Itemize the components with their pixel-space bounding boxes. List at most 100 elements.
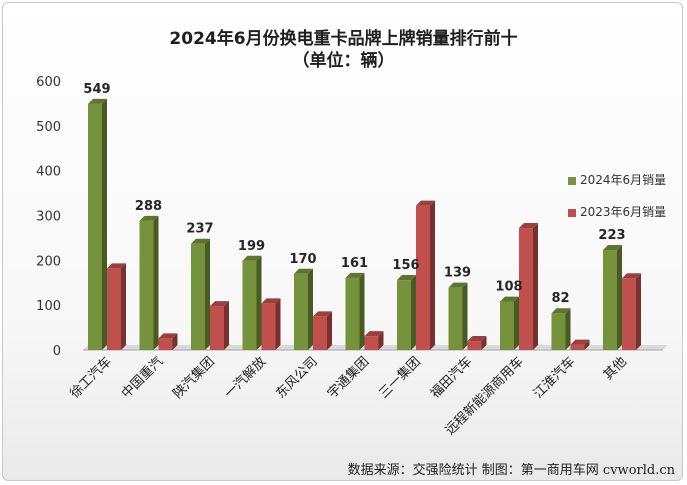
bar-2024 [294, 273, 308, 350]
bar-2023 [416, 205, 430, 350]
bar-2023-top [210, 301, 229, 307]
bar-2023-top [364, 331, 384, 337]
bar-2023-side [636, 273, 641, 350]
x-tick-label: 福田汽车 [427, 354, 475, 402]
y-tick-label: 100 [36, 299, 61, 314]
bar-2024-top [397, 275, 416, 281]
chart-title: 2024年6月份换电重卡品牌上牌销量排行前十 [169, 29, 518, 49]
bar-2024-side [359, 272, 365, 350]
bar-2024-side [153, 215, 159, 350]
data-label-2024: 549 [83, 82, 110, 97]
bar-2024 [88, 103, 102, 351]
y-tick-label: 300 [36, 210, 61, 225]
bar-2024-side [256, 255, 262, 350]
bar-2024-top [242, 255, 262, 261]
bar-2024-side [617, 245, 622, 350]
bar-2023-side [481, 336, 487, 350]
x-tick-label: 一汽解放 [222, 354, 269, 401]
bar-2024-top [88, 98, 107, 104]
bar-2023-top [570, 339, 590, 345]
bar-2024 [397, 280, 411, 350]
bar-2024-top [294, 268, 313, 274]
bar-2023 [622, 278, 636, 350]
bar-2023 [467, 341, 482, 350]
data-label-2024: 199 [238, 239, 265, 254]
bar-2023-side [121, 263, 126, 350]
bar-2023 [519, 228, 533, 350]
bar-2024 [603, 250, 617, 350]
legend-item-2023: 2023年6月销量 [568, 203, 666, 220]
bar-2023-side [327, 311, 332, 350]
bar-2023-side [584, 339, 590, 350]
bar-2023-side [378, 331, 384, 350]
bar-2024-top [448, 282, 468, 288]
bar-2024-top [500, 296, 519, 302]
bar-2024 [345, 277, 360, 350]
data-label-2024: 108 [495, 280, 522, 295]
bar-2023-top [622, 273, 641, 279]
bar-2024 [191, 243, 205, 350]
x-tick-label: 江淮汽车 [530, 354, 578, 402]
bar-2023-side [224, 301, 229, 350]
bar-2023-top [261, 298, 281, 304]
bar-2024-side [565, 308, 571, 350]
bar-2023 [261, 303, 276, 350]
bar-2023 [313, 316, 327, 350]
x-tick-label: 三一集团 [376, 354, 424, 402]
legend-label-2023: 2023年6月销量 [580, 205, 667, 219]
y-tick-label: 200 [36, 254, 61, 269]
data-label-2024: 223 [598, 228, 625, 243]
chart-frame [2, 2, 683, 481]
bar-2023 [364, 336, 379, 350]
bar-2024 [139, 220, 154, 350]
bar-2023 [210, 306, 224, 350]
bar-2023-top [158, 333, 178, 339]
bar-2024-top [551, 308, 571, 314]
data-label-2024: 170 [289, 252, 316, 267]
y-tick-label: 500 [36, 120, 61, 135]
bar-2023-top [107, 263, 126, 269]
x-tick-label: 宇通集团 [324, 354, 372, 402]
legend-label-2024: 2024年6月销量 [580, 173, 667, 187]
data-label-2024: 161 [341, 256, 368, 271]
x-tick-label: 中国重汽 [118, 354, 166, 402]
bar-2024 [242, 260, 257, 350]
y-tick-label: 600 [36, 75, 61, 90]
bar-2023-top [416, 200, 435, 206]
bar-2024-side [462, 282, 468, 350]
bar-2023-side [275, 298, 281, 350]
x-tick-label: 徐工汽车 [67, 354, 115, 402]
bar-2024-top [345, 272, 365, 278]
bar-2023-side [430, 200, 435, 350]
bar-2024-top [191, 238, 210, 244]
x-tick-label: 东风公司 [273, 354, 320, 401]
bar-2024-top [603, 245, 622, 251]
bar-2024 [500, 301, 514, 350]
bar-2023 [570, 344, 585, 350]
bar-2023-side [172, 333, 178, 350]
bar-2023 [107, 268, 121, 350]
chart-subtitle-unit: （单位：辆） [292, 51, 395, 71]
source-footer: 数据来源：交强险统计 制图：第一商用车网 cvworld.cn [347, 463, 675, 478]
data-label-2024: 82 [551, 291, 569, 306]
data-label-2024: 156 [392, 258, 419, 273]
bar-2023-side [533, 223, 538, 350]
y-tick-label: 0 [53, 344, 61, 359]
y-tick-label: 400 [36, 165, 61, 180]
bar-2023-top [313, 311, 332, 317]
bar-2023 [158, 338, 173, 350]
bar-2024-top [139, 215, 159, 221]
data-label-2024: 237 [186, 222, 213, 237]
x-tick-label: 其他 [601, 354, 630, 383]
bar-2024-side [411, 275, 416, 350]
bar-2024 [448, 287, 463, 350]
bar-2024 [551, 313, 566, 350]
bar-2024-side [308, 268, 313, 350]
legend-swatch-2024 [568, 176, 576, 185]
bar-2024-side [205, 238, 210, 350]
bar-2023-top [519, 223, 538, 229]
data-label-2024: 139 [444, 266, 471, 281]
legend-swatch-2023 [568, 208, 576, 217]
legend-item-2024: 2024年6月销量 [568, 171, 666, 188]
